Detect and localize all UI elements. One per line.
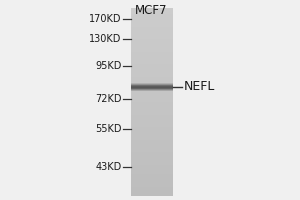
- Bar: [130, 87, 172, 88]
- Bar: [130, 187, 172, 190]
- Bar: [130, 118, 172, 121]
- Bar: [130, 86, 172, 90]
- Bar: [130, 52, 172, 55]
- Bar: [130, 193, 172, 196]
- Bar: [130, 39, 172, 43]
- Bar: [130, 121, 172, 124]
- Bar: [130, 83, 172, 87]
- Bar: [130, 77, 172, 80]
- Bar: [130, 80, 172, 84]
- Bar: [130, 111, 172, 115]
- Text: 95KD: 95KD: [95, 61, 122, 71]
- Bar: [130, 46, 172, 49]
- Bar: [130, 83, 172, 84]
- Bar: [130, 74, 172, 77]
- Text: 55KD: 55KD: [95, 124, 122, 134]
- Bar: [130, 174, 172, 178]
- Bar: [130, 130, 172, 134]
- Bar: [130, 68, 172, 71]
- Bar: [130, 158, 172, 162]
- Bar: [130, 90, 172, 91]
- Bar: [130, 85, 172, 86]
- Bar: [130, 11, 172, 15]
- Text: 43KD: 43KD: [95, 162, 122, 172]
- Bar: [130, 89, 172, 90]
- Bar: [130, 133, 172, 137]
- Bar: [130, 30, 172, 33]
- Bar: [130, 85, 172, 86]
- Bar: [130, 140, 172, 143]
- Bar: [130, 14, 172, 18]
- Bar: [130, 177, 172, 181]
- Text: NEFL: NEFL: [184, 80, 215, 94]
- Bar: [130, 27, 172, 30]
- Bar: [130, 64, 172, 68]
- Bar: [130, 168, 172, 171]
- Bar: [130, 152, 172, 156]
- Bar: [130, 93, 172, 96]
- Bar: [130, 127, 172, 131]
- Bar: [130, 87, 172, 88]
- Bar: [130, 61, 172, 65]
- Bar: [130, 17, 172, 21]
- Bar: [130, 21, 172, 24]
- Bar: [130, 165, 172, 168]
- Bar: [130, 183, 172, 187]
- Bar: [130, 71, 172, 74]
- Bar: [130, 115, 172, 118]
- Bar: [130, 155, 172, 159]
- Bar: [130, 149, 172, 153]
- Bar: [130, 146, 172, 149]
- Bar: [130, 58, 172, 62]
- Bar: [130, 33, 172, 37]
- Text: 130KD: 130KD: [89, 34, 122, 44]
- Bar: [130, 136, 172, 140]
- Bar: [130, 84, 172, 85]
- Text: 170KD: 170KD: [89, 14, 122, 24]
- Bar: [130, 24, 172, 27]
- Text: MCF7: MCF7: [135, 4, 168, 17]
- Bar: [130, 105, 172, 109]
- Bar: [130, 8, 172, 12]
- Bar: [130, 180, 172, 184]
- Bar: [130, 55, 172, 59]
- Bar: [130, 49, 172, 52]
- Bar: [130, 90, 172, 91]
- Bar: [130, 171, 172, 174]
- Bar: [130, 190, 172, 193]
- Bar: [130, 86, 172, 87]
- Bar: [130, 36, 172, 40]
- Bar: [130, 162, 172, 165]
- Bar: [130, 124, 172, 127]
- Bar: [130, 102, 172, 106]
- Bar: [130, 89, 172, 93]
- Bar: [130, 96, 172, 99]
- Bar: [130, 88, 172, 89]
- Bar: [130, 143, 172, 146]
- Bar: [130, 108, 172, 112]
- Bar: [130, 42, 172, 46]
- Bar: [130, 84, 172, 85]
- Bar: [130, 99, 172, 102]
- Text: 72KD: 72KD: [95, 94, 122, 104]
